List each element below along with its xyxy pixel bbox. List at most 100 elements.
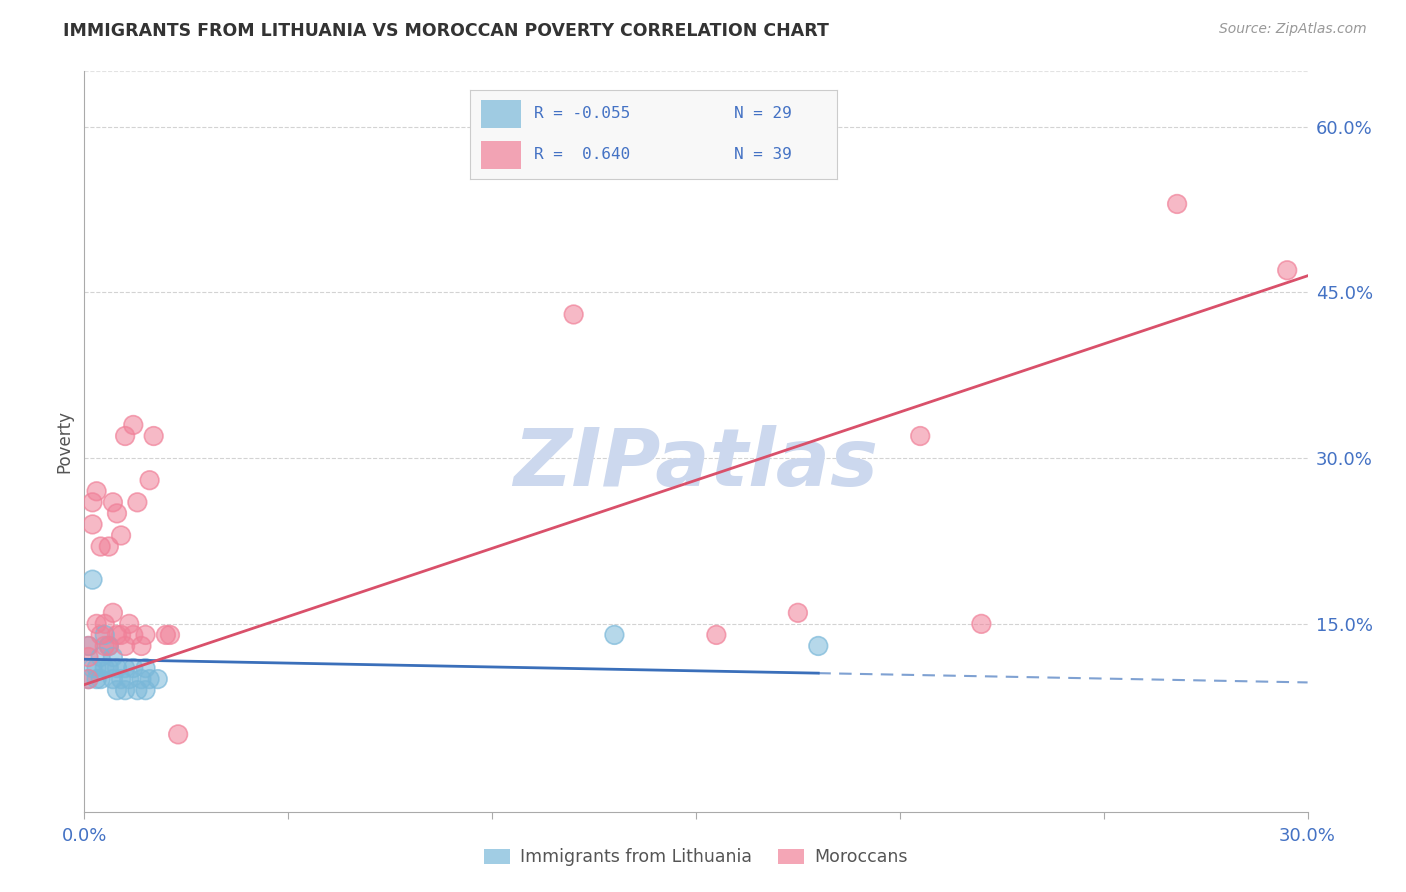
Point bbox=[131, 672, 153, 686]
Point bbox=[105, 628, 128, 642]
Point bbox=[110, 528, 132, 542]
Point bbox=[86, 672, 108, 686]
Y-axis label: Poverty: Poverty bbox=[55, 410, 73, 473]
Point bbox=[706, 628, 728, 642]
Point bbox=[131, 639, 153, 653]
Point bbox=[86, 616, 108, 631]
Point bbox=[90, 540, 112, 554]
Point bbox=[155, 628, 177, 642]
Point bbox=[114, 429, 136, 443]
Text: ZIPatlas: ZIPatlas bbox=[513, 425, 879, 503]
Point bbox=[90, 672, 112, 686]
Point bbox=[82, 573, 104, 587]
Point bbox=[77, 650, 100, 665]
Point bbox=[86, 484, 108, 499]
Point bbox=[101, 495, 124, 509]
Point bbox=[135, 628, 157, 642]
Point bbox=[138, 473, 160, 487]
Point bbox=[77, 650, 100, 665]
Point bbox=[93, 639, 115, 653]
Point bbox=[93, 616, 115, 631]
Point bbox=[118, 616, 141, 631]
Point bbox=[1277, 263, 1299, 277]
Point bbox=[105, 628, 128, 642]
Text: IMMIGRANTS FROM LITHUANIA VS MOROCCAN POVERTY CORRELATION CHART: IMMIGRANTS FROM LITHUANIA VS MOROCCAN PO… bbox=[63, 22, 830, 40]
Point bbox=[1166, 197, 1188, 211]
Point bbox=[127, 495, 149, 509]
Point bbox=[101, 672, 124, 686]
Point bbox=[97, 661, 120, 675]
Point bbox=[127, 495, 149, 509]
Point bbox=[105, 507, 128, 521]
Point bbox=[101, 495, 124, 509]
Point bbox=[90, 540, 112, 554]
Point bbox=[77, 639, 100, 653]
Point bbox=[82, 495, 104, 509]
Point bbox=[97, 639, 120, 653]
Point bbox=[77, 672, 100, 686]
Point bbox=[122, 628, 145, 642]
Point bbox=[114, 429, 136, 443]
Point bbox=[105, 683, 128, 698]
Point bbox=[77, 639, 100, 653]
Text: Source: ZipAtlas.com: Source: ZipAtlas.com bbox=[1219, 22, 1367, 37]
Point bbox=[101, 650, 124, 665]
Point bbox=[90, 672, 112, 686]
Point bbox=[807, 639, 830, 653]
Point bbox=[138, 473, 160, 487]
Point bbox=[910, 429, 932, 443]
Point bbox=[787, 606, 810, 620]
Point bbox=[77, 672, 100, 686]
Point bbox=[93, 628, 115, 642]
Point bbox=[90, 628, 112, 642]
Point bbox=[135, 661, 157, 675]
Point bbox=[970, 616, 993, 631]
Point bbox=[970, 616, 993, 631]
Point bbox=[146, 672, 169, 686]
Point bbox=[93, 661, 115, 675]
Point bbox=[105, 661, 128, 675]
Point bbox=[90, 628, 112, 642]
Point bbox=[97, 639, 120, 653]
Point bbox=[142, 429, 165, 443]
Point bbox=[101, 606, 124, 620]
Point bbox=[93, 639, 115, 653]
Point bbox=[110, 628, 132, 642]
Point bbox=[135, 628, 157, 642]
Point bbox=[77, 672, 100, 686]
Point bbox=[90, 650, 112, 665]
Point bbox=[706, 628, 728, 642]
Point bbox=[135, 683, 157, 698]
Legend: Immigrants from Lithuania, Moroccans: Immigrants from Lithuania, Moroccans bbox=[477, 841, 915, 873]
Point bbox=[807, 639, 830, 653]
Point bbox=[114, 639, 136, 653]
Point bbox=[93, 628, 115, 642]
Point bbox=[101, 606, 124, 620]
Point bbox=[131, 639, 153, 653]
Point bbox=[138, 672, 160, 686]
Point bbox=[122, 417, 145, 432]
Point bbox=[97, 639, 120, 653]
Point bbox=[93, 616, 115, 631]
Point bbox=[159, 628, 181, 642]
Point bbox=[122, 661, 145, 675]
Point bbox=[127, 683, 149, 698]
Point bbox=[82, 661, 104, 675]
Point bbox=[90, 650, 112, 665]
Point bbox=[97, 639, 120, 653]
Point bbox=[167, 727, 190, 741]
Point bbox=[105, 507, 128, 521]
Point bbox=[77, 639, 100, 653]
Point bbox=[910, 429, 932, 443]
Point bbox=[122, 628, 145, 642]
Point bbox=[603, 628, 626, 642]
Point bbox=[127, 683, 149, 698]
Point bbox=[122, 661, 145, 675]
Point bbox=[93, 661, 115, 675]
Point bbox=[142, 429, 165, 443]
Point bbox=[1166, 197, 1188, 211]
Point bbox=[114, 661, 136, 675]
Point bbox=[114, 661, 136, 675]
Point bbox=[82, 517, 104, 532]
Point bbox=[105, 683, 128, 698]
